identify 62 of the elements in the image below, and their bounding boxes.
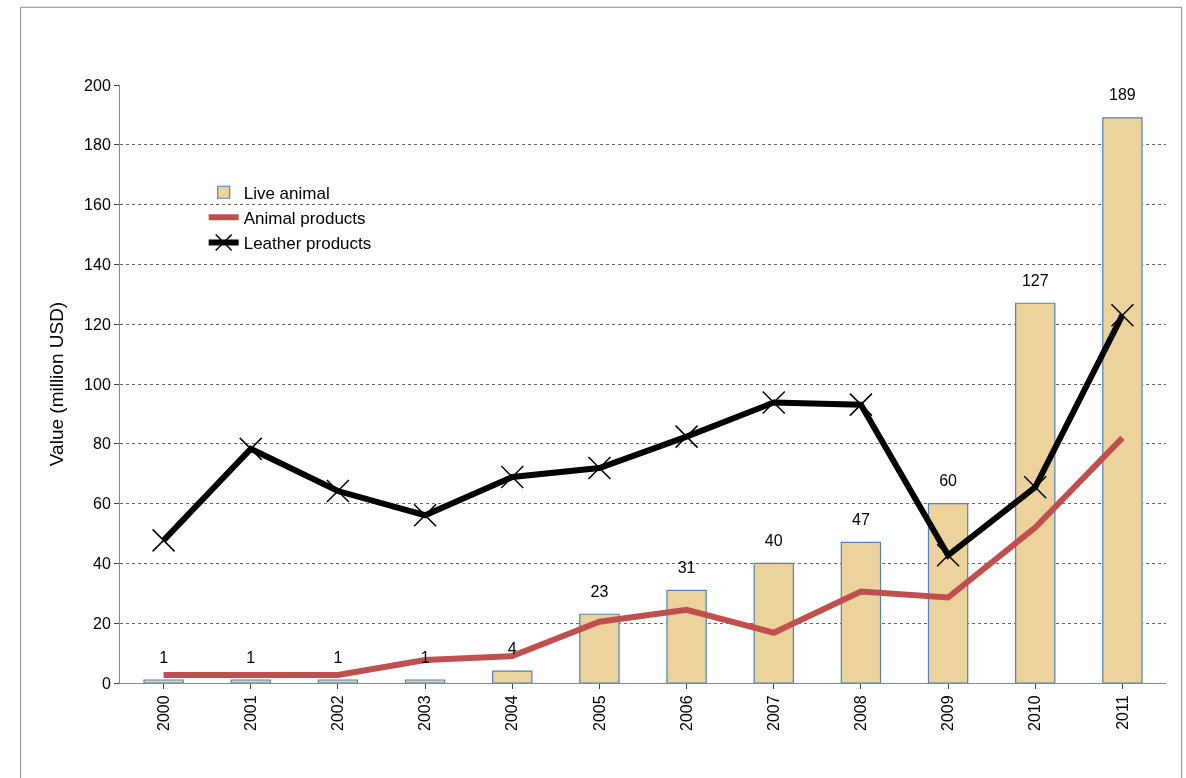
data-label: 127 [1021,271,1049,289]
y-tick-label: 60 [93,495,111,513]
y-tick-label: 20 [93,614,111,632]
bar [230,679,271,683]
x-tick-label: 2009 [939,695,957,731]
data-label: 23 [590,582,609,600]
y-tick-label: 180 [84,136,111,154]
x-tick-label: 2002 [329,695,347,731]
bar [317,679,359,683]
point [151,528,176,553]
x-tick-label: 2010 [1026,695,1044,731]
x-tick-label: 2004 [503,695,521,731]
bar [1102,117,1143,683]
bar [666,589,707,683]
point [936,543,960,568]
x-tick-label: 2000 [154,695,172,731]
y-tick-label: 120 [84,315,111,333]
y-tick-label: 200 [84,76,111,94]
bar [492,670,533,683]
data-label: 4 [507,639,517,657]
point [587,456,612,480]
point [239,437,263,461]
bar [404,679,446,683]
data-label: 40 [764,531,783,549]
x-tick-label: 2007 [764,695,782,731]
point [762,390,786,415]
data-label: 1 [333,648,343,666]
bar [840,541,882,683]
point [674,424,699,449]
point [413,503,437,528]
y-tick-label: 80 [93,435,111,453]
point [1110,303,1135,327]
data-label: 31 [677,558,696,576]
x-tick-label: 2008 [852,695,870,731]
point [849,392,873,417]
legend-label: Leather products [243,234,372,254]
legend-label: Live animal [243,183,330,203]
y-axis-title: Value (million USD) [45,301,67,467]
bar [143,679,184,683]
y-tick-label: 140 [84,256,111,273]
data-label: 47 [852,510,870,528]
bar [927,503,969,683]
point [500,465,524,489]
y-tick-label: 100 [84,375,111,393]
x-tick-label: 2006 [677,695,695,731]
legend-label: Animal products [243,208,366,228]
y-tick-label: 160 [84,196,111,214]
point [1023,475,1047,499]
point [326,479,350,503]
y-tick-label: 40 [93,555,111,572]
data-label: 1 [246,648,256,666]
bar [1015,302,1056,683]
bar [579,613,620,683]
data-label: 189 [1109,86,1136,104]
y-tick-label: 0 [101,674,111,692]
x-tick-label: 2001 [241,695,259,731]
x-tick-label: 2005 [590,695,608,731]
x-tick-label: 2003 [416,695,434,731]
bar [753,562,794,683]
data-label: 60 [939,472,958,490]
data-label: 1 [159,648,169,666]
x-tick-label: 2011 [1113,695,1131,730]
